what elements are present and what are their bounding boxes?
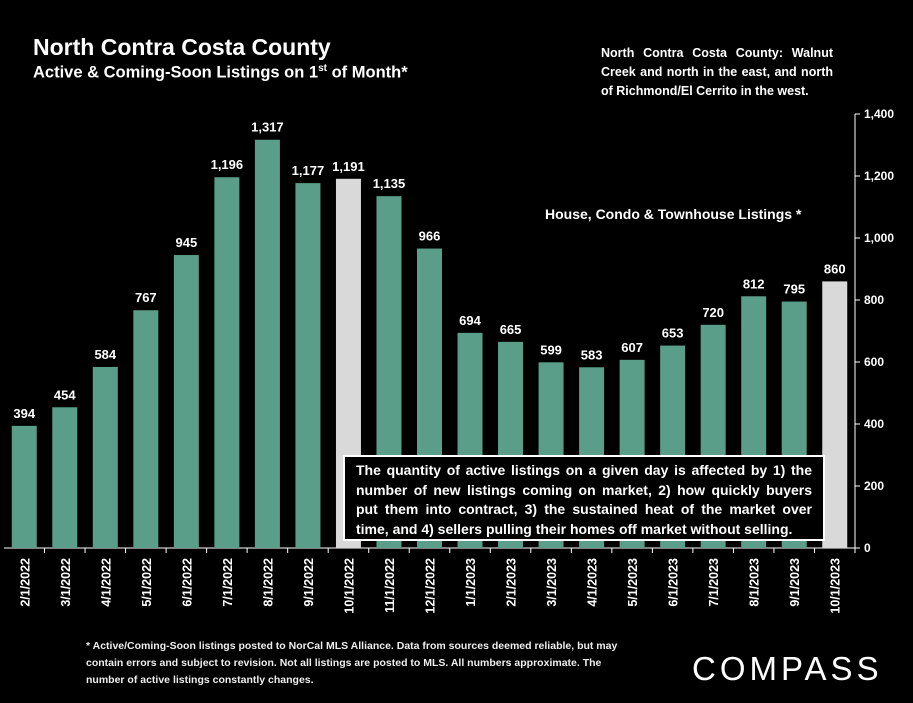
data-label: 454 bbox=[54, 387, 76, 402]
y-tick-label: 1,200 bbox=[864, 169, 894, 183]
bar bbox=[92, 366, 118, 548]
x-tick-label: 5/1/2023 bbox=[626, 558, 640, 607]
footnote: * Active/Coming-Soon listings posted to … bbox=[86, 640, 618, 686]
x-tick-label: 2/1/2022 bbox=[18, 558, 32, 607]
data-label: 653 bbox=[662, 326, 684, 341]
data-label: 694 bbox=[459, 313, 481, 328]
bar bbox=[295, 183, 321, 548]
info-box: The quantity of active listings on a giv… bbox=[343, 455, 825, 541]
bar bbox=[173, 255, 199, 549]
x-tick-label: 12/1/2022 bbox=[424, 558, 438, 614]
y-tick-label: 1,400 bbox=[864, 107, 894, 121]
data-label: 860 bbox=[824, 261, 846, 276]
y-tick-label: 200 bbox=[864, 479, 884, 493]
bar bbox=[133, 310, 159, 548]
data-label: 720 bbox=[702, 305, 724, 320]
x-tick-label: 10/1/2022 bbox=[342, 558, 356, 614]
data-label: 812 bbox=[743, 276, 765, 291]
data-label: 795 bbox=[783, 282, 805, 297]
data-label: 607 bbox=[621, 340, 643, 355]
x-tick-label: 8/1/2023 bbox=[748, 558, 762, 607]
bar bbox=[214, 177, 240, 549]
x-tick-label: 5/1/2022 bbox=[140, 558, 154, 607]
data-label: 1,177 bbox=[292, 163, 325, 178]
x-tick-label: 2/1/2023 bbox=[505, 558, 519, 607]
x-tick-label: 3/1/2023 bbox=[545, 558, 559, 607]
x-tick-label: 7/1/2022 bbox=[221, 558, 235, 607]
data-label: 584 bbox=[94, 347, 116, 362]
x-tick-label: 8/1/2022 bbox=[261, 558, 275, 607]
x-tick-label: 4/1/2023 bbox=[586, 558, 600, 607]
x-tick-label: 6/1/2023 bbox=[667, 558, 681, 607]
x-tick-label: 4/1/2022 bbox=[99, 558, 113, 607]
bar bbox=[254, 139, 280, 549]
y-tick-label: 1,000 bbox=[864, 231, 894, 245]
x-tick-label: 10/1/2023 bbox=[829, 558, 843, 614]
chart-subtitle: Active & Coming-Soon Listings on 1st of … bbox=[33, 63, 408, 82]
bar bbox=[822, 281, 848, 548]
bar bbox=[11, 425, 37, 548]
y-tick-label: 400 bbox=[864, 417, 884, 431]
region-note: North Contra Costa County: Walnut Creek … bbox=[601, 46, 833, 98]
data-label: 1,191 bbox=[332, 159, 365, 174]
x-tick-label: 1/1/2023 bbox=[464, 558, 478, 607]
x-tick-label: 9/1/2022 bbox=[302, 558, 316, 607]
data-label: 394 bbox=[13, 406, 35, 421]
data-label: 966 bbox=[419, 229, 441, 244]
data-label: 1,135 bbox=[373, 176, 406, 191]
data-label: 1,196 bbox=[211, 157, 244, 172]
data-label: 945 bbox=[176, 235, 198, 250]
compass-logo: COMPASS bbox=[692, 650, 883, 687]
y-tick-label: 800 bbox=[864, 293, 884, 307]
x-tick-label: 7/1/2023 bbox=[707, 558, 721, 607]
data-label: 767 bbox=[135, 290, 157, 305]
data-label: 665 bbox=[500, 322, 522, 337]
y-tick-label: 0 bbox=[864, 541, 871, 555]
chart-title: North Contra Costa County bbox=[33, 34, 331, 60]
x-tick-label: 11/1/2022 bbox=[383, 558, 397, 613]
series-label: House, Condo & Townhouse Listings * bbox=[545, 206, 802, 222]
data-label: 599 bbox=[540, 342, 562, 357]
y-tick-label: 600 bbox=[864, 355, 884, 369]
data-label: 583 bbox=[581, 347, 603, 362]
bar bbox=[52, 407, 78, 548]
x-tick-label: 6/1/2022 bbox=[180, 558, 194, 607]
data-label: 1,317 bbox=[251, 120, 284, 135]
x-tick-label: 3/1/2022 bbox=[59, 558, 73, 607]
x-tick-label: 9/1/2023 bbox=[788, 558, 802, 607]
